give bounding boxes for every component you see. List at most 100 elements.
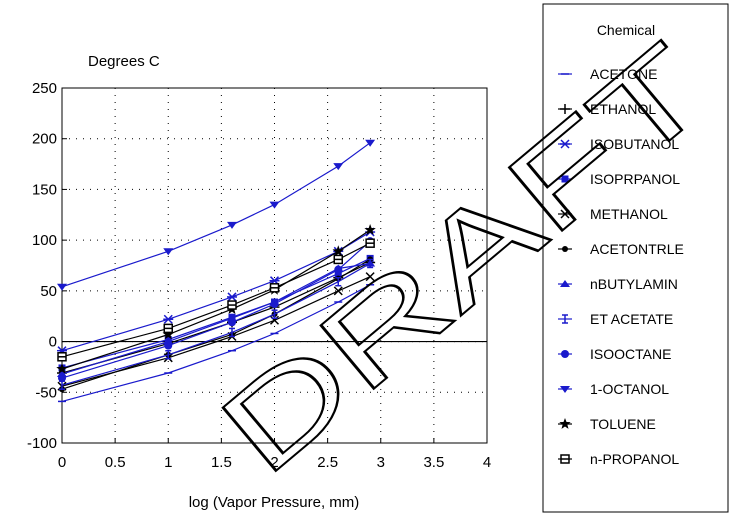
legend-item: ET ACETATE <box>558 311 673 327</box>
legend-item: n-PROPANOL <box>558 451 679 467</box>
series-line <box>61 142 371 288</box>
legend-item: ETHANOL <box>558 101 656 117</box>
legend-label: ACETONE <box>590 66 657 82</box>
data-point <box>229 327 235 338</box>
x-tick-label: 2.5 <box>317 454 338 471</box>
y-tick-labels: 250 200 150 100 50 0 -50 -100 <box>27 80 57 452</box>
legend-marker <box>560 280 570 287</box>
legend-marker <box>560 139 570 149</box>
x-tick-label: 3 <box>377 454 385 471</box>
legend-marker <box>561 175 569 183</box>
y-tick-label: -50 <box>35 384 57 401</box>
data-point <box>334 270 342 278</box>
y-tick-label: 250 <box>32 80 57 97</box>
series-line <box>61 240 371 379</box>
legend-item: 1-OCTANOL <box>558 381 669 397</box>
data-point <box>365 139 376 147</box>
plot-area <box>61 87 488 444</box>
legend-label: ISOBUTANOL <box>590 136 679 152</box>
legend-label: nBUTYLAMIN <box>590 276 678 292</box>
data-point <box>333 286 343 296</box>
series-line <box>61 258 371 390</box>
legend-title: Chemical <box>597 22 655 38</box>
legend-item: METHANOL <box>558 206 668 222</box>
legend-item: ISOPRPANOL <box>558 171 680 187</box>
data-point <box>334 265 343 274</box>
legend-item: ACETONTRLE <box>558 241 684 257</box>
legend-marker <box>560 386 570 393</box>
series-line <box>61 229 371 370</box>
legend-item: nBUTYLAMIN <box>558 276 678 292</box>
legend-label: n-PROPANOL <box>590 451 679 467</box>
data-point <box>271 309 278 319</box>
data-point <box>57 352 67 362</box>
series-line <box>61 262 371 375</box>
y-tick-label: 150 <box>32 181 57 198</box>
series-et-acetate <box>59 258 374 390</box>
legend-marker <box>562 246 568 252</box>
data-point <box>269 201 280 209</box>
legend-marker <box>562 314 568 324</box>
data-point <box>335 276 342 287</box>
x-tick-label: 0 <box>58 454 66 471</box>
legend-marker <box>560 104 570 114</box>
data-point <box>162 328 174 340</box>
data-point <box>269 283 280 293</box>
x-tick-label: 1 <box>164 454 172 471</box>
legend-label: ET ACETATE <box>590 311 673 327</box>
data-point <box>270 300 279 309</box>
data-point <box>364 224 376 235</box>
y-tick-label: 50 <box>40 283 57 300</box>
series-line <box>61 284 371 402</box>
legend-item: TOLUENE <box>558 416 656 432</box>
x-tick-label: 2 <box>270 454 278 471</box>
legend-item: ISOBUTANOL <box>558 136 679 152</box>
data-point <box>163 314 174 324</box>
data-point <box>227 221 237 229</box>
series-line <box>61 262 371 386</box>
data-point <box>333 163 344 171</box>
data-point <box>332 245 344 257</box>
data-point <box>228 318 236 327</box>
data-point <box>58 374 66 383</box>
data-point <box>163 248 174 256</box>
legend: ACETONE ETHANOL ISOBUTANOL ISOPRPANOL METHAN… <box>558 66 684 467</box>
data-point <box>227 292 237 302</box>
legend-label: ACETONTRLE <box>590 241 684 257</box>
data-point <box>56 363 68 374</box>
data-point <box>165 350 172 360</box>
legend-marker <box>559 418 571 429</box>
legend-marker <box>561 350 569 358</box>
series-line <box>61 242 371 358</box>
y-tick-label: 200 <box>32 131 57 148</box>
x-tick-label: 0.5 <box>105 454 126 471</box>
series-1-octanol <box>57 139 376 291</box>
legend-label: TOLUENE <box>590 416 656 432</box>
y-tick-label: 100 <box>32 232 57 249</box>
x-tick-label: 1.5 <box>211 454 232 471</box>
legend-label: ISOOCTANE <box>590 346 671 362</box>
data-point <box>365 272 375 282</box>
series-acetone <box>58 284 375 403</box>
data-point <box>57 283 67 291</box>
x-tick-labels: 0 0.5 1 1.5 2 2.5 3 3.5 4 <box>58 454 491 471</box>
legend-box <box>542 3 729 513</box>
x-axis-title: log (Vapor Pressure, mm) <box>189 494 360 511</box>
data-point <box>227 300 237 310</box>
data-point <box>367 258 374 269</box>
legend-label: ISOPRPANOL <box>590 171 680 187</box>
legend-label: ETHANOL <box>590 101 656 117</box>
series-n-propanol <box>57 238 375 362</box>
legend-item: ACETONE <box>558 66 657 82</box>
data-point <box>333 254 343 265</box>
data-point <box>365 238 375 248</box>
legend-marker <box>560 454 570 464</box>
series-lines <box>56 139 376 403</box>
legend-marker <box>560 209 570 219</box>
legend-label: 1-OCTANOL <box>590 381 669 397</box>
x-tick-label: 3.5 <box>423 454 444 471</box>
legend-label: METHANOL <box>590 206 668 222</box>
y-tick-label: 0 <box>49 334 57 351</box>
legend-item: ISOOCTANE <box>558 346 671 362</box>
